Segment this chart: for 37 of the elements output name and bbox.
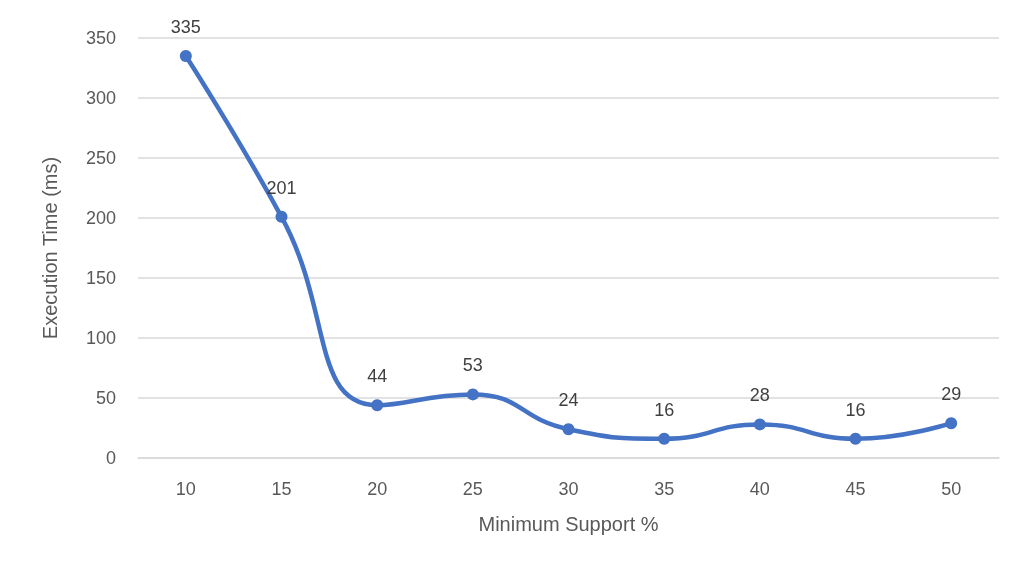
point <box>945 417 958 430</box>
data-label: 53 <box>462 355 483 376</box>
y-tick-label: 150 <box>85 268 116 288</box>
data-label: 29 <box>941 384 962 405</box>
data-label: 201 <box>266 177 297 198</box>
point <box>179 50 192 62</box>
x-tick-label: 25 <box>462 479 483 499</box>
x-tick-label: 10 <box>175 479 196 499</box>
data-label: 16 <box>654 399 675 420</box>
point <box>753 418 766 431</box>
x-tick-label: 35 <box>654 479 675 499</box>
y-tick-label: 350 <box>85 28 116 48</box>
x-tick-label: 45 <box>845 479 866 499</box>
y-axis-title: Execution Time (ms) <box>39 156 61 340</box>
data-label: 28 <box>749 385 770 406</box>
data-label: 24 <box>558 390 579 411</box>
y-tick-label: 100 <box>85 328 116 348</box>
y-tick-label: 200 <box>85 208 116 228</box>
data-label: 44 <box>367 366 388 387</box>
x-tick-label: 30 <box>558 479 579 499</box>
x-tick-label: 40 <box>749 479 770 499</box>
point <box>849 432 862 445</box>
x-tick-label: 50 <box>941 479 962 499</box>
point <box>275 210 288 223</box>
x-tick-label: 20 <box>367 479 388 499</box>
data-label: 16 <box>845 399 866 420</box>
data-label: 335 <box>170 17 201 37</box>
point <box>658 432 671 445</box>
point <box>562 423 575 436</box>
point <box>466 388 479 401</box>
x-tick-label: 15 <box>271 479 292 499</box>
y-tick-label: 50 <box>95 388 116 408</box>
x-axis-title: Minimum Support % <box>478 513 659 535</box>
y-tick-label: 250 <box>85 148 116 168</box>
y-tick-label: 0 <box>105 448 116 468</box>
y-tick-label: 300 <box>85 88 116 108</box>
point <box>371 399 384 412</box>
